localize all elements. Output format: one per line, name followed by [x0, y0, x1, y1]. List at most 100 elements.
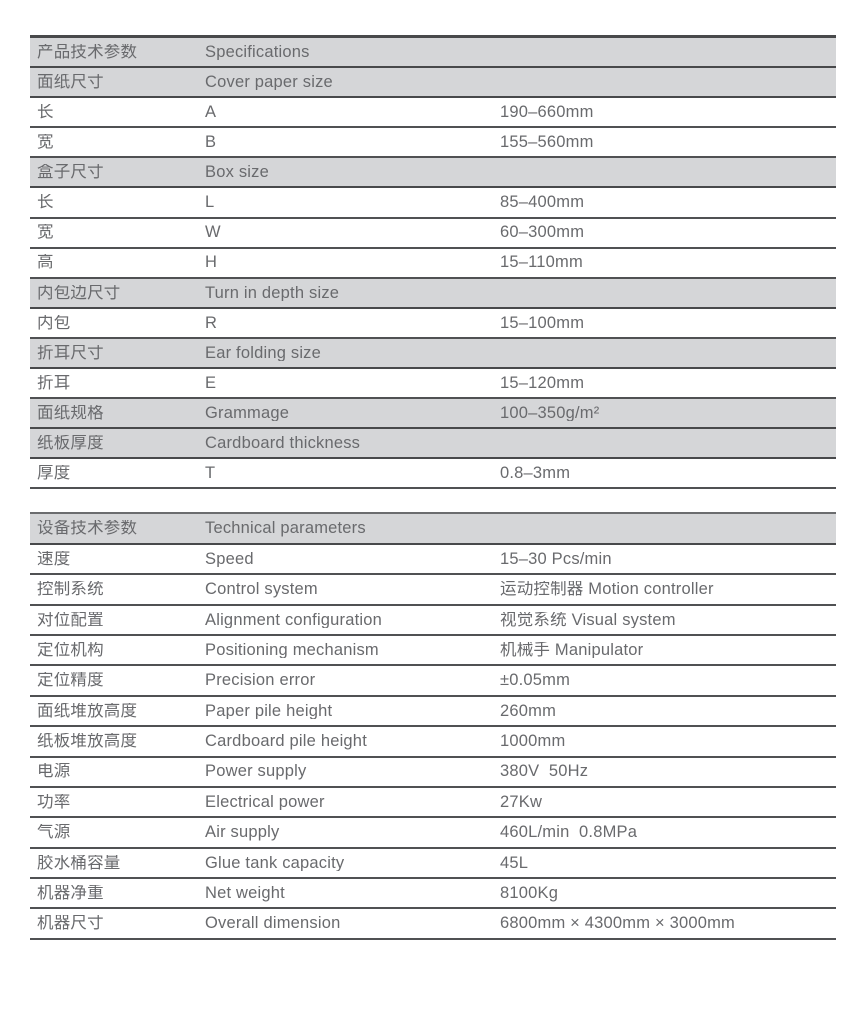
- spec-row: 纸板堆放高度 Cardboard pile height 1000mm: [30, 727, 836, 758]
- spec-value: 45L: [500, 854, 529, 872]
- spec-value: 190–660mm: [500, 103, 594, 121]
- spec-row: 宽 B 155–560mm: [30, 128, 836, 159]
- english-label: Glue tank capacity: [205, 854, 345, 872]
- english-label: T: [205, 465, 216, 482]
- chinese-label: 纸板厚度: [37, 435, 104, 452]
- english-label: W: [205, 224, 221, 241]
- chinese-label: 面纸尺寸: [37, 73, 104, 91]
- spec-row: 长 L 85–400mm: [30, 188, 836, 219]
- spec-value: 100–350g/m²: [500, 404, 600, 422]
- english-label: Turn in depth size: [205, 284, 340, 302]
- spec-value: 260mm: [500, 702, 557, 720]
- spec-row: 厚度 T 0.8–3mm: [30, 459, 836, 490]
- spec-value: 15–120mm: [500, 374, 585, 392]
- english-label: Precision error: [205, 672, 316, 689]
- chinese-label: 折耳: [37, 374, 71, 392]
- spec-row: 速度 Speed 15–30 Pcs/min: [30, 544, 836, 576]
- english-label: Grammage: [205, 404, 290, 422]
- spec-value: 15–100mm: [500, 314, 585, 332]
- chinese-label: 气源: [37, 824, 71, 841]
- spec-row: 机器净重 Net weight 8100Kg: [30, 879, 836, 910]
- technical-parameters-table: 设备技术参数 Technical parameters 速度 Speed 15–30 P…: [30, 512, 836, 940]
- spec-row: 面纸堆放高度 Paper pile height 260mm: [30, 696, 836, 728]
- spec-row: 宽 W 60–300mm: [30, 218, 836, 249]
- chinese-label: 功率: [37, 793, 71, 811]
- spec-sheet: 产品技术参数 Specifications 面纸尺寸 Cover paper size…: [30, 35, 836, 940]
- chinese-label: 设备技术参数: [37, 520, 138, 537]
- spec-value: 15–110mm: [500, 254, 583, 271]
- spec-row: 高 H 15–110mm: [30, 248, 836, 279]
- chinese-label: 速度: [37, 550, 71, 568]
- english-label: Overall dimension: [205, 915, 341, 932]
- spec-row: 折耳 E 15–120mm: [30, 369, 836, 400]
- spec-row: 机器尺寸 Overall dimension 6800mm × 4300mm × 3…: [30, 909, 836, 940]
- english-label: Technical parameters: [205, 520, 366, 537]
- chinese-label: 产品技术参数: [37, 43, 138, 61]
- chinese-label: 宽: [37, 134, 54, 151]
- spec-row: 电源 Power supply 380V 50Hz: [30, 757, 836, 788]
- english-label: A: [205, 103, 217, 121]
- english-label: Alignment configuration: [205, 611, 383, 629]
- chinese-label: 盒子尺寸: [37, 164, 104, 181]
- spec-value: 运动控制器 Motion controller: [500, 581, 714, 598]
- english-label: Cardboard thickness: [205, 435, 361, 452]
- chinese-label: 机器尺寸: [37, 915, 104, 932]
- chinese-label: 厚度: [37, 465, 71, 482]
- spec-value: 380V 50Hz: [500, 763, 589, 780]
- english-label: Cover paper size: [205, 73, 333, 91]
- english-label: Air supply: [205, 824, 280, 841]
- chinese-label: 定位机构: [37, 641, 104, 659]
- english-label: H: [205, 254, 218, 271]
- chinese-label: 内包: [37, 314, 71, 332]
- english-label: E: [205, 374, 217, 392]
- spec-value: 27Kw: [500, 793, 543, 811]
- chinese-label: 电源: [37, 763, 71, 780]
- spec-value: 155–560mm: [500, 134, 594, 151]
- section-header-row: 折耳尺寸 Ear folding size: [30, 338, 836, 370]
- chinese-label: 高: [37, 254, 54, 271]
- english-label: Box size: [205, 164, 269, 181]
- spec-value: 视觉系统 Visual system: [500, 611, 676, 629]
- section-header-row: 产品技术参数 Specifications: [30, 38, 836, 69]
- chinese-label: 对位配置: [37, 611, 104, 629]
- chinese-label: 机器净重: [37, 885, 104, 902]
- spec-row: 气源 Air supply 460L/min 0.8MPa: [30, 818, 836, 849]
- spec-row: 控制系统 Control system 运动控制器 Motion controlle…: [30, 575, 836, 606]
- specifications-table: 产品技术参数 Specifications 面纸尺寸 Cover paper size…: [30, 35, 836, 490]
- spec-row: 胶水桶容量 Glue tank capacity 45L: [30, 848, 836, 880]
- chinese-label: 长: [37, 194, 54, 211]
- section-header-row: 面纸尺寸 Cover paper size: [30, 68, 836, 99]
- spec-row: 长 A 190–660mm: [30, 98, 836, 129]
- section-header-row: 内包边尺寸 Turn in depth size: [30, 278, 836, 309]
- spec-value: 8100Kg: [500, 885, 559, 902]
- spec-value: 85–400mm: [500, 194, 585, 211]
- english-label: Ear folding size: [205, 344, 322, 362]
- english-label: Positioning mechanism: [205, 641, 379, 659]
- section-header-row: 面纸规格 Grammage 100–350g/m²: [30, 399, 836, 430]
- chinese-label: 面纸堆放高度: [37, 702, 138, 720]
- chinese-label: 纸板堆放高度: [37, 733, 138, 750]
- section-header-row: 设备技术参数 Technical parameters: [30, 514, 836, 545]
- spec-row: 内包 R 15–100mm: [30, 308, 836, 339]
- spec-row: 对位配置 Alignment configuration 视觉系统 Visual s…: [30, 605, 836, 636]
- spec-value: 1000mm: [500, 733, 566, 750]
- spec-row: 定位机构 Positioning mechanism 机械手 Manipulator: [30, 635, 836, 667]
- chinese-label: 面纸规格: [37, 404, 104, 422]
- english-label: Net weight: [205, 885, 285, 902]
- chinese-label: 长: [37, 103, 54, 121]
- chinese-label: 胶水桶容量: [37, 854, 121, 872]
- spec-row: 定位精度 Precision error ±0.05mm: [30, 666, 836, 697]
- english-label: Cardboard pile height: [205, 733, 367, 750]
- english-label: L: [205, 194, 215, 211]
- chinese-label: 定位精度: [37, 672, 104, 689]
- spec-value: 6800mm × 4300mm × 3000mm: [500, 915, 735, 932]
- spec-value: 460L/min 0.8MPa: [500, 824, 638, 841]
- english-label: Paper pile height: [205, 702, 333, 720]
- section-header-row: 盒子尺寸 Box size: [30, 158, 836, 189]
- spec-row: 功率 Electrical power 27Kw: [30, 787, 836, 819]
- english-label: R: [205, 314, 218, 332]
- section-header-row: 纸板厚度 Cardboard thickness: [30, 429, 836, 460]
- english-label: Electrical power: [205, 793, 325, 811]
- english-label: B: [205, 134, 217, 151]
- spec-value: 15–30 Pcs/min: [500, 550, 612, 568]
